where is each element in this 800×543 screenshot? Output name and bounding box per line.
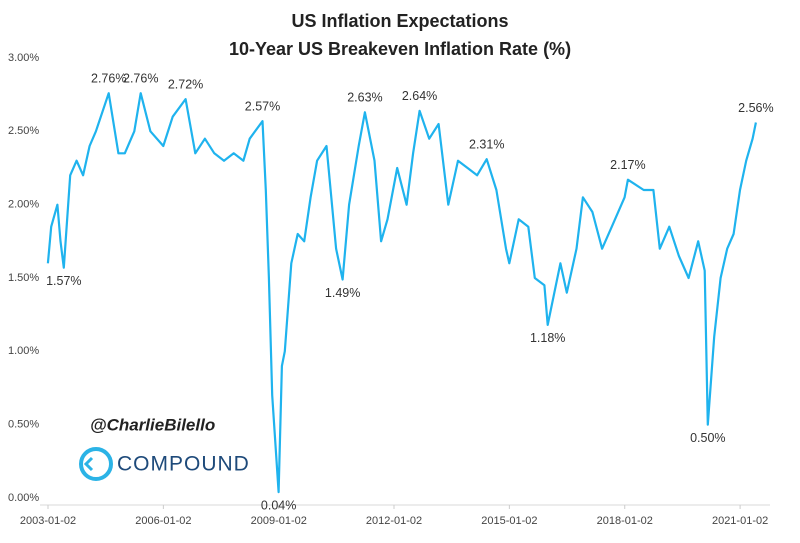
x-tick-label: 2006-01-02 [135, 515, 191, 527]
x-tick-label: 2018-01-02 [597, 515, 653, 527]
logo-chevron [83, 456, 94, 472]
x-tick-label: 2012-01-02 [366, 515, 422, 527]
annotation: 0.04% [261, 498, 296, 512]
brand-logo [79, 447, 113, 481]
annotation: 2.63% [347, 91, 382, 105]
y-tick-label: 0.00% [8, 492, 39, 504]
x-tick-label: 2021-01-02 [712, 515, 768, 527]
annotation: 2.57% [245, 99, 280, 113]
annotation: 2.64% [402, 89, 437, 103]
y-tick-label: 3.00% [8, 52, 39, 64]
x-tick-label: 2015-01-02 [481, 515, 537, 527]
annotation: 2.31% [469, 137, 504, 151]
chart-subtitle: 10-Year US Breakeven Inflation Rate (%) [229, 39, 571, 59]
x-tick-label: 2003-01-02 [20, 515, 76, 527]
x-tick-label: 2009-01-02 [251, 515, 307, 527]
y-tick-label: 0.50% [8, 419, 39, 431]
y-tick-label: 1.50% [8, 272, 39, 284]
brand: COMPOUND [117, 453, 250, 476]
annotation: 1.18% [530, 331, 565, 345]
annotation: 2.76% [123, 71, 158, 85]
handle: @CharlieBilello [90, 415, 215, 434]
annotation: 1.49% [325, 286, 360, 300]
annotation: 1.57% [46, 274, 81, 288]
y-tick-label: 1.00% [8, 345, 39, 357]
y-tick-label: 2.50% [8, 125, 39, 137]
y-tick-label: 2.00% [8, 199, 39, 211]
chart-title: US Inflation Expectations [291, 11, 508, 31]
annotation: 2.17% [610, 158, 645, 172]
annotation: 2.56% [738, 101, 773, 115]
annotation: 2.72% [168, 77, 203, 91]
logo-ring [79, 447, 113, 481]
annotation: 2.76% [91, 71, 126, 85]
annotation: 0.50% [690, 431, 725, 445]
line [46, 92, 757, 494]
